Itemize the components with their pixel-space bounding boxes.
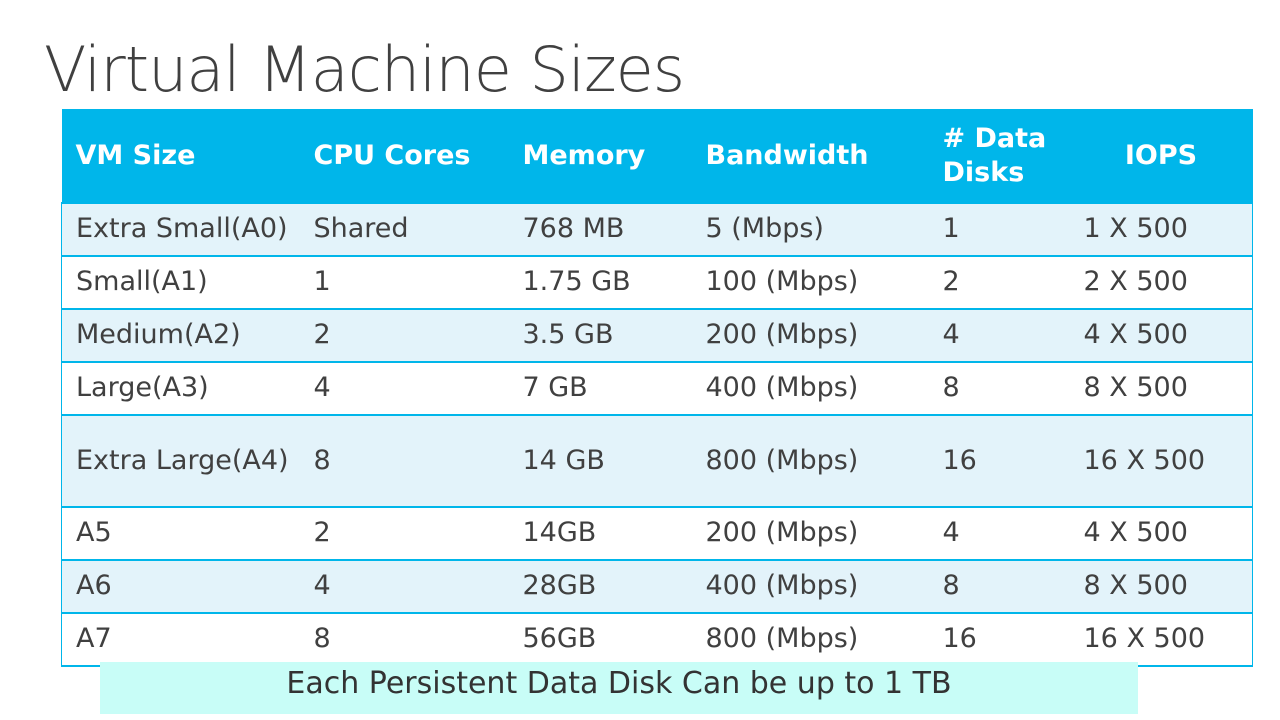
cell-bandwidth: 200 (Mbps) — [691, 308, 929, 362]
cell-bandwidth: 800 (Mbps) — [691, 612, 929, 667]
cell-memory: 7 GB — [508, 361, 692, 415]
table-row: Extra Small(A0) Shared 768 MB 5 (Mbps) 1… — [61, 202, 1253, 256]
cell-vm-size: Large(A3) — [61, 361, 300, 415]
cell-vm-size: Extra Large(A4) — [61, 414, 300, 507]
cell-vm-size: A6 — [61, 559, 300, 613]
slide-title: Virtual Machine Sizes — [44, 33, 685, 106]
cell-cpu-cores: 2 — [299, 506, 509, 560]
cell-bandwidth: 400 (Mbps) — [691, 361, 929, 415]
cell-cpu-cores: 8 — [299, 414, 509, 507]
cell-bandwidth: 5 (Mbps) — [691, 202, 929, 256]
cell-memory: 14 GB — [508, 414, 692, 507]
table-row: A6 4 28GB 400 (Mbps) 8 8 X 500 — [61, 559, 1253, 613]
cell-iops: 16 X 500 — [1069, 612, 1253, 667]
table-row: Small(A1) 1 1.75 GB 100 (Mbps) 2 2 X 500 — [61, 255, 1253, 309]
table-row: A5 2 14GB 200 (Mbps) 4 4 X 500 — [61, 506, 1253, 560]
cell-cpu-cores: 4 — [299, 361, 509, 415]
cell-data-disks: 4 — [928, 506, 1070, 560]
header-data-disks: # Data Disks — [928, 109, 1070, 203]
cell-memory: 3.5 GB — [508, 308, 692, 362]
footnote-banner: Each Persistent Data Disk Can be up to 1… — [100, 662, 1138, 714]
cell-bandwidth: 800 (Mbps) — [691, 414, 929, 507]
header-vm-size: VM Size — [61, 109, 300, 203]
header-bandwidth: Bandwidth — [691, 109, 929, 203]
cell-data-disks: 1 — [928, 202, 1070, 256]
cell-iops: 8 X 500 — [1069, 361, 1253, 415]
cell-bandwidth: 100 (Mbps) — [691, 255, 929, 309]
cell-cpu-cores: 4 — [299, 559, 509, 613]
cell-cpu-cores: 2 — [299, 308, 509, 362]
cell-iops: 1 X 500 — [1069, 202, 1253, 256]
cell-data-disks: 8 — [928, 361, 1070, 415]
cell-memory: 28GB — [508, 559, 692, 613]
cell-vm-size: Medium(A2) — [61, 308, 300, 362]
cell-cpu-cores: 1 — [299, 255, 509, 309]
cell-cpu-cores: Shared — [299, 202, 509, 256]
cell-vm-size: A5 — [61, 506, 300, 560]
cell-vm-size: A7 — [61, 612, 300, 667]
cell-memory: 56GB — [508, 612, 692, 667]
header-cpu-cores: CPU Cores — [299, 109, 509, 203]
cell-data-disks: 8 — [928, 559, 1070, 613]
cell-iops: 2 X 500 — [1069, 255, 1253, 309]
cell-iops: 16 X 500 — [1069, 414, 1253, 507]
cell-memory: 1.75 GB — [508, 255, 692, 309]
vm-sizes-table: VM Size CPU Cores Memory Bandwidth # Dat… — [61, 109, 1253, 667]
cell-data-disks: 16 — [928, 612, 1070, 667]
cell-cpu-cores: 8 — [299, 612, 509, 667]
cell-vm-size: Extra Small(A0) — [61, 202, 300, 256]
cell-bandwidth: 200 (Mbps) — [691, 506, 929, 560]
table-row: Medium(A2) 2 3.5 GB 200 (Mbps) 4 4 X 500 — [61, 308, 1253, 362]
table-row: Large(A3) 4 7 GB 400 (Mbps) 8 8 X 500 — [61, 361, 1253, 415]
cell-data-disks: 4 — [928, 308, 1070, 362]
cell-memory: 14GB — [508, 506, 692, 560]
cell-data-disks: 16 — [928, 414, 1070, 507]
cell-iops: 8 X 500 — [1069, 559, 1253, 613]
cell-bandwidth: 400 (Mbps) — [691, 559, 929, 613]
cell-iops: 4 X 500 — [1069, 506, 1253, 560]
cell-iops: 4 X 500 — [1069, 308, 1253, 362]
table-row: A7 8 56GB 800 (Mbps) 16 16 X 500 — [61, 612, 1253, 667]
cell-vm-size: Small(A1) — [61, 255, 300, 309]
table-header-row: VM Size CPU Cores Memory Bandwidth # Dat… — [61, 109, 1253, 203]
table-row: Extra Large(A4) 8 14 GB 800 (Mbps) 16 16… — [61, 414, 1253, 507]
cell-memory: 768 MB — [508, 202, 692, 256]
header-memory: Memory — [508, 109, 692, 203]
header-iops: IOPS — [1069, 109, 1253, 203]
cell-data-disks: 2 — [928, 255, 1070, 309]
